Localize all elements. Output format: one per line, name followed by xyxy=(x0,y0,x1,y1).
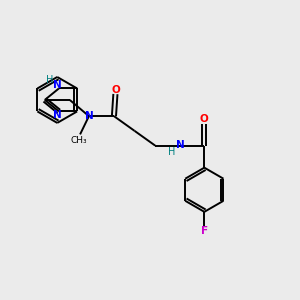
Text: N: N xyxy=(53,80,62,90)
Text: N: N xyxy=(85,111,93,121)
Text: N: N xyxy=(53,110,62,120)
Text: H: H xyxy=(168,147,175,157)
Text: N: N xyxy=(176,140,184,150)
Text: CH₃: CH₃ xyxy=(70,136,87,145)
Text: O: O xyxy=(200,114,209,124)
Text: F: F xyxy=(201,226,208,236)
Text: H: H xyxy=(46,75,53,85)
Text: O: O xyxy=(111,85,120,94)
